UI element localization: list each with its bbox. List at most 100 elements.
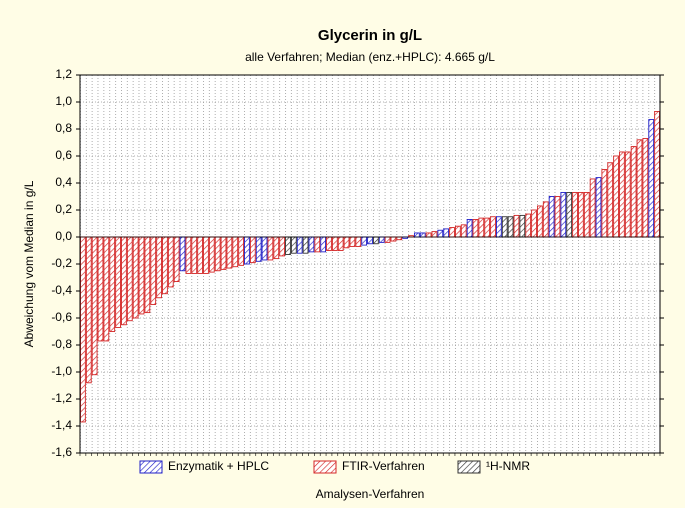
bar [179, 236, 186, 272]
bar [121, 236, 127, 326]
y-tick-label: -1,6 [51, 445, 72, 459]
plot-frame [79, 74, 661, 454]
bar [630, 146, 637, 238]
bar [378, 236, 385, 243]
bar [302, 236, 309, 254]
y-tick-label: -0,2 [51, 256, 72, 270]
bar [261, 236, 268, 261]
bar [138, 236, 145, 315]
bar [244, 236, 250, 265]
y-tick-label: 0,0 [55, 229, 72, 243]
bar [619, 151, 625, 238]
bar [636, 139, 643, 238]
y-tick-label: 0,2 [55, 202, 72, 216]
bar [343, 236, 350, 249]
legend-swatch [139, 460, 163, 474]
bar [601, 169, 608, 238]
legend-swatch [313, 460, 337, 474]
bar [583, 191, 590, 238]
bar [267, 236, 274, 261]
bar [443, 228, 450, 238]
bar [589, 178, 596, 238]
y-tick-label: 1,2 [55, 67, 72, 81]
bar [355, 236, 362, 247]
bar [372, 236, 379, 245]
chart-subtitle: alle Verfahren; Median (enz.+HPLC): 4.66… [245, 50, 495, 64]
bar [460, 224, 467, 238]
bar [484, 217, 491, 238]
bar [624, 151, 631, 238]
bar [132, 236, 139, 319]
bar [472, 218, 479, 238]
bar [396, 236, 403, 241]
bar [425, 232, 432, 238]
bar [115, 236, 121, 328]
legend-label: ¹H-NMR [486, 459, 530, 473]
bar [109, 236, 116, 332]
y-axis-label: Abweichung vom Median in g/L [22, 180, 36, 347]
legend-label: FTIR-Verfahren [342, 459, 425, 473]
bar [578, 191, 584, 238]
bar [613, 155, 619, 238]
bar [220, 236, 227, 270]
bar [607, 162, 614, 238]
bar [226, 236, 233, 269]
y-tick-label: -1,4 [51, 418, 72, 432]
bar [308, 236, 315, 253]
bar [542, 201, 549, 238]
bar [285, 236, 291, 255]
bar [91, 236, 98, 376]
bar [337, 236, 344, 251]
y-tick-label: 0,6 [55, 148, 72, 162]
bar [525, 213, 532, 238]
bar [320, 236, 327, 253]
bar [478, 217, 485, 238]
bar [384, 236, 391, 243]
bar [648, 119, 655, 238]
bar [642, 137, 649, 238]
bar [191, 236, 198, 274]
bar [80, 236, 86, 423]
chart-title: Glycerin in g/L [318, 27, 422, 44]
bar [548, 196, 555, 238]
y-tick-label: -0,4 [51, 283, 72, 297]
y-tick-label: -1,2 [51, 391, 72, 405]
bar [496, 216, 502, 238]
y-tick-label: 1,0 [55, 94, 72, 108]
bar [238, 236, 244, 266]
bar [654, 110, 660, 238]
bar [97, 236, 104, 342]
bar [449, 227, 455, 238]
bar [85, 236, 92, 384]
bar [144, 236, 151, 314]
bar [513, 214, 520, 238]
bar [419, 232, 426, 238]
bar [361, 236, 368, 246]
bar [490, 216, 496, 238]
bar [208, 236, 215, 273]
bar [454, 225, 461, 238]
bar [519, 214, 526, 238]
bar [367, 236, 373, 245]
bar [326, 236, 332, 251]
bar [572, 191, 578, 238]
bar [560, 191, 567, 238]
y-tick-label: -0,8 [51, 337, 72, 351]
bar [126, 236, 133, 322]
bar [185, 236, 192, 274]
legend-swatch [457, 460, 481, 474]
bar [595, 177, 602, 238]
bar [214, 236, 221, 272]
bar [197, 236, 203, 274]
bar [349, 236, 356, 247]
bar [279, 236, 286, 257]
bar [501, 216, 508, 238]
bar [150, 236, 157, 305]
y-tick-label: 0,8 [55, 121, 72, 135]
bar [566, 191, 573, 238]
bar [255, 236, 262, 262]
bar [296, 236, 303, 254]
bar [249, 236, 256, 264]
